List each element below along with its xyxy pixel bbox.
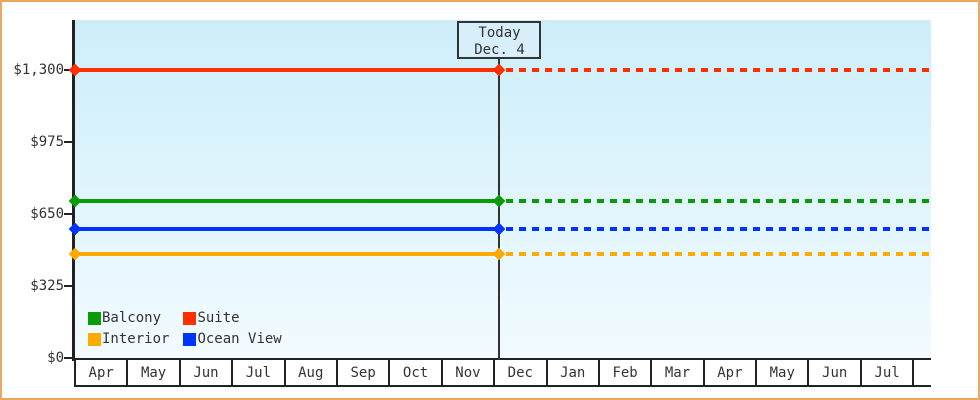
x-axis-line xyxy=(72,358,931,361)
x-axis-month-cell: Jun xyxy=(809,360,862,385)
legend-label: Suite xyxy=(197,310,240,326)
legend-label: Interior xyxy=(102,331,170,347)
today-date-label: Dec. 4 xyxy=(474,42,525,58)
x-axis-month-cell: Feb xyxy=(599,360,653,385)
x-axis-month-cell: Aug xyxy=(285,360,338,385)
y-axis-tick-label: $650 xyxy=(30,205,64,222)
series-line-dashed-balcony xyxy=(506,198,931,203)
legend-label: Ocean View xyxy=(197,331,282,347)
series-line-solid-interior xyxy=(74,251,500,256)
x-axis-month-cell: Jun xyxy=(180,360,234,385)
y-axis-tick xyxy=(64,68,72,71)
legend-swatch-icon xyxy=(88,311,101,325)
x-axis-month-cell: Mar xyxy=(652,360,705,385)
legend-swatch-icon xyxy=(183,311,197,325)
y-axis-tick xyxy=(64,140,72,143)
series-line-dashed-ocean-view xyxy=(506,227,931,232)
today-annotation-box: Today Dec. 4 xyxy=(457,21,542,59)
series-line-solid-suite xyxy=(74,67,500,72)
y-axis-tick xyxy=(64,357,72,359)
series-line-solid-ocean-view xyxy=(74,227,500,232)
y-axis-tick-label: $975 xyxy=(30,133,64,150)
x-axis-filler-cell xyxy=(914,360,931,385)
series-line-solid-balcony xyxy=(74,198,500,203)
y-axis-line xyxy=(72,20,75,360)
x-axis-month-cell: Oct xyxy=(390,360,443,385)
y-axis-tick-label: $325 xyxy=(30,277,64,294)
x-axis-month-cell: Jan xyxy=(547,360,600,385)
y-axis-tick xyxy=(64,284,72,287)
series-line-dashed-suite xyxy=(506,67,931,72)
x-axis-month-cell: Nov xyxy=(442,360,496,385)
x-axis-month-cell: Jul xyxy=(233,360,286,385)
y-axis-tick-label: $1,300 xyxy=(13,61,64,78)
legend-item-interior: Interior xyxy=(88,331,169,347)
y-axis-tick-label: $0 xyxy=(47,350,64,366)
today-label: Today xyxy=(478,25,521,41)
x-axis-month-band: Apr May Jun Jul Aug Sep Oct Nov Dec Jan Feb Mar Apr M… xyxy=(74,360,931,387)
series-line-dashed-interior xyxy=(506,251,931,256)
legend-swatch-icon xyxy=(88,332,101,346)
x-axis-month-cell: Apr xyxy=(704,360,758,385)
x-axis-month-cell: May xyxy=(757,360,810,385)
x-axis-month-cell: May xyxy=(128,360,181,385)
legend-item-balcony: Balcony xyxy=(88,310,169,326)
x-axis-month-cell: Apr xyxy=(76,360,129,385)
y-axis-tick xyxy=(64,212,72,215)
x-axis-month-cell: Sep xyxy=(337,360,391,385)
legend-label: Balcony xyxy=(102,310,162,326)
x-axis-month-cell: Dec xyxy=(495,360,548,385)
legend-item-ocean-view: Ocean View xyxy=(183,331,282,347)
plot-area xyxy=(74,20,931,358)
legend-swatch-icon xyxy=(183,332,197,346)
today-vertical-line xyxy=(498,59,501,360)
chart-legend: Balcony Suite Interior Ocean View xyxy=(88,310,282,347)
legend-item-suite: Suite xyxy=(183,310,281,326)
x-axis-month-cell: Jul xyxy=(861,360,915,385)
